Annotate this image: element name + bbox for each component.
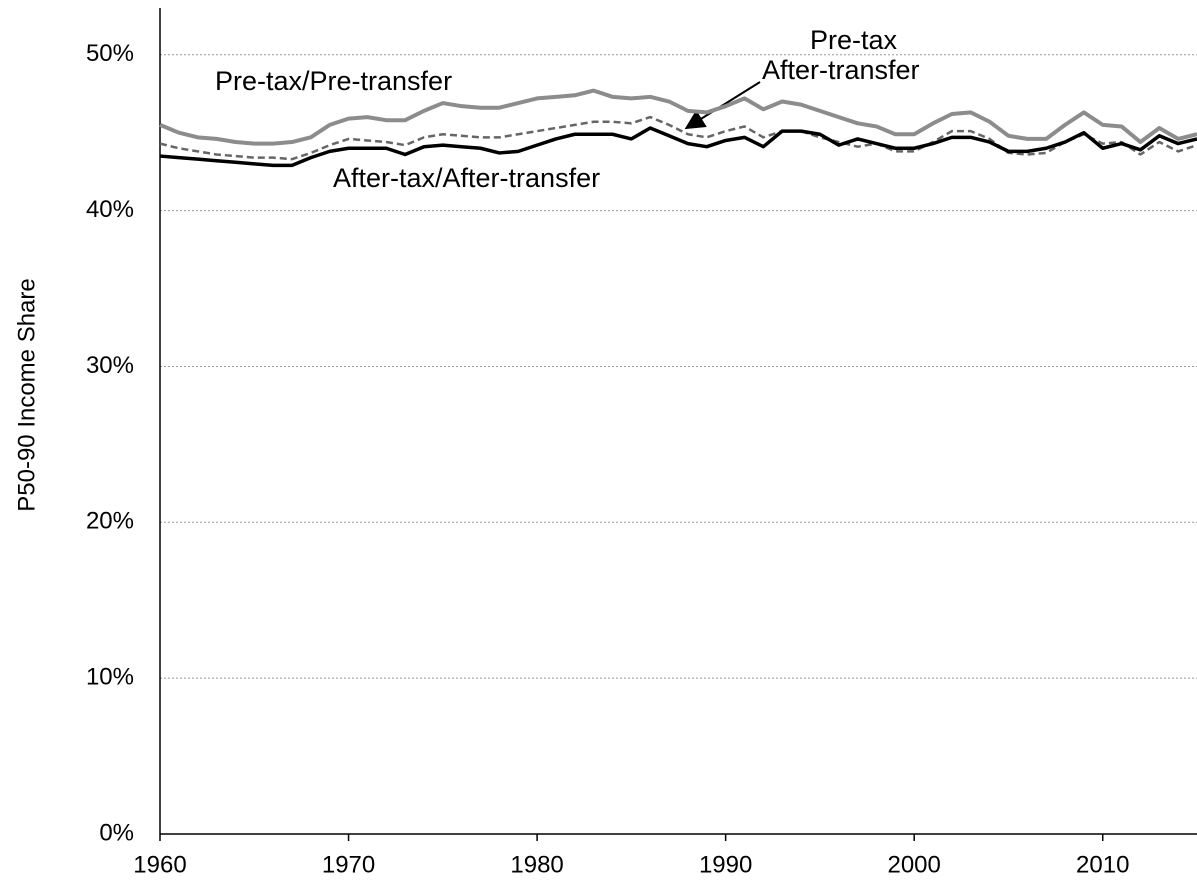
annotation-arrow xyxy=(684,81,761,130)
y-tick-label: 50% xyxy=(86,40,134,67)
annotation: Pre-tax xyxy=(810,25,898,55)
x-tick-label: 2010 xyxy=(1076,851,1129,878)
x-tick-label: 2000 xyxy=(887,851,940,878)
x-tick-label: 1960 xyxy=(133,851,186,878)
annotation: After-tax/After-transfer xyxy=(333,163,600,193)
y-tick-label: 40% xyxy=(86,196,134,223)
y-tick-label: 20% xyxy=(86,508,134,535)
annotation: After-transfer xyxy=(762,55,920,85)
x-tick-label: 1980 xyxy=(510,851,563,878)
x-tick-label: 1970 xyxy=(322,851,375,878)
y-axis-label: P50-90 Income Share xyxy=(13,278,40,511)
y-tick-label: 0% xyxy=(99,819,134,846)
annotation: Pre-tax/Pre-transfer xyxy=(215,66,452,96)
line-series xyxy=(159,115,1197,161)
line-series xyxy=(159,126,1197,168)
x-tick-label: 1990 xyxy=(699,851,752,878)
line-series xyxy=(159,88,1197,146)
y-tick-label: 10% xyxy=(86,663,134,690)
y-tick-label: 30% xyxy=(86,352,134,379)
